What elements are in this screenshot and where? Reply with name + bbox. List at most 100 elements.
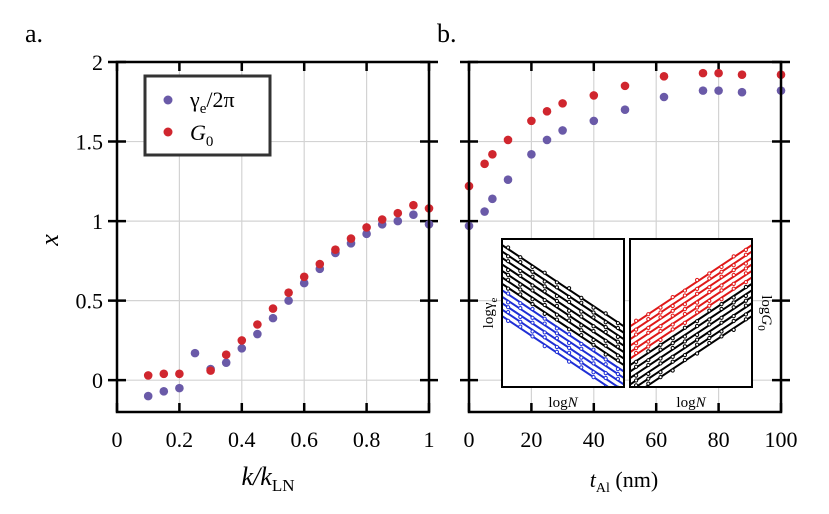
inset-data-point xyxy=(579,300,584,305)
inset-data-point xyxy=(682,334,688,339)
inset-data-point xyxy=(719,297,724,302)
inset-data-point xyxy=(518,282,523,287)
panel-a-chart: 0 0.2 0.4 0.6 0.8 1 0 0.5 1 1.5 2 γe/2π G0 x k/kLN xyxy=(35,50,438,495)
inset-data-point xyxy=(731,327,736,332)
inset-data-point xyxy=(567,327,572,332)
inset-data-point xyxy=(743,303,749,308)
inset-data-point xyxy=(506,272,511,278)
data-point-a-gamma xyxy=(299,278,309,288)
inset-data-point xyxy=(695,337,700,342)
inset-data-point xyxy=(634,364,639,369)
inset-data-point xyxy=(731,263,736,268)
inset-data-point xyxy=(670,359,675,364)
inset-data-point xyxy=(707,331,712,336)
inset-data-point xyxy=(635,393,638,396)
data-point-a-g0 xyxy=(284,288,293,297)
inset-data-point xyxy=(567,299,572,304)
y-tick-label: 1 xyxy=(92,209,103,234)
inset-data-point xyxy=(579,295,584,301)
inset-data-point xyxy=(530,306,535,312)
inset-data-point xyxy=(658,337,663,343)
inset-data-point xyxy=(554,285,560,290)
inset-fit-line xyxy=(502,257,624,341)
inset-data-point xyxy=(567,318,572,323)
panel-b-points xyxy=(464,68,786,231)
inset-data-point xyxy=(616,391,619,394)
inset-fit-line xyxy=(502,308,620,387)
inset-data-point xyxy=(591,315,596,320)
inset-data-point xyxy=(695,319,700,324)
inset-fit-line xyxy=(630,276,752,360)
inset-data-point xyxy=(743,293,749,298)
inset-data-point xyxy=(731,286,736,291)
inset-data-point xyxy=(554,312,560,317)
data-point-a-g0 xyxy=(346,234,356,243)
inset-data-point xyxy=(646,371,651,377)
legend: γe/2π G0 xyxy=(143,74,272,157)
inset-data-point xyxy=(658,310,663,315)
inset-gamma: logN logγe xyxy=(481,238,625,411)
inset-data-point xyxy=(743,266,749,271)
inset-data-point xyxy=(542,311,547,316)
inset-data-point xyxy=(719,264,724,270)
data-point-b-g0 xyxy=(589,91,599,100)
inset-data-point xyxy=(615,371,621,377)
inset-data-point xyxy=(731,300,736,305)
x-tick-label: 0.4 xyxy=(228,427,256,452)
inset-data-point xyxy=(603,357,608,362)
inset-data-point xyxy=(530,269,535,274)
inset-data-point xyxy=(707,322,712,327)
inset-data-point xyxy=(615,325,621,331)
data-point-b-gamma xyxy=(659,92,669,102)
inset-data-point xyxy=(719,320,724,325)
inset-data-point xyxy=(603,320,608,325)
inset-data-point xyxy=(615,367,621,372)
data-point-b-gamma xyxy=(480,207,489,216)
x-tick-label: 20 xyxy=(520,427,542,452)
inset-data-point xyxy=(707,308,712,313)
data-point-a-gamma xyxy=(190,348,200,358)
inset-data-point xyxy=(719,288,724,293)
inset-data-point xyxy=(542,298,547,303)
inset-data-point xyxy=(743,261,749,266)
inset-data-point xyxy=(670,327,675,332)
inset-fit-line xyxy=(502,282,624,366)
data-point-b-gamma xyxy=(542,135,552,145)
inset-data-point xyxy=(682,320,688,325)
inset-fit-line xyxy=(630,289,752,373)
inset-data-point xyxy=(670,303,675,309)
inset-data-point xyxy=(682,353,688,358)
inset-data-point xyxy=(542,279,547,284)
inset-data-point xyxy=(567,340,572,346)
inset-fit-line xyxy=(630,257,752,341)
legend-marker-g0 xyxy=(163,127,173,137)
inset-data-point xyxy=(579,346,584,351)
inset-data-point xyxy=(695,286,700,291)
inset-data-point xyxy=(567,345,572,350)
inset-data-point xyxy=(506,309,511,315)
data-point-b-gamma xyxy=(488,194,497,204)
inset-data-point xyxy=(603,343,608,348)
inset-data-point xyxy=(695,332,700,337)
inset-data-point xyxy=(603,338,608,343)
inset-data-point xyxy=(707,271,712,276)
data-point-a-g0 xyxy=(253,320,262,329)
inset-gamma-lines xyxy=(502,244,624,394)
inset-data-point xyxy=(707,285,712,290)
inset-data-point xyxy=(518,255,523,260)
data-point-a-g0 xyxy=(159,369,169,379)
inset-data-point xyxy=(634,346,639,351)
inset-data-point xyxy=(518,273,523,278)
inset-data-point xyxy=(542,289,547,294)
inset-data-point xyxy=(743,317,749,322)
inset-data-point xyxy=(634,350,639,356)
inset-data-point xyxy=(518,259,523,265)
x-tick-label: 0 xyxy=(464,427,475,452)
inset-data-point xyxy=(518,301,523,306)
inset-data-point xyxy=(646,344,651,349)
inset-data-point xyxy=(646,325,651,331)
inset-data-point xyxy=(743,271,749,276)
inset-data-point xyxy=(506,254,511,259)
inset-data-point xyxy=(591,347,596,352)
data-point-b-g0 xyxy=(480,159,489,169)
